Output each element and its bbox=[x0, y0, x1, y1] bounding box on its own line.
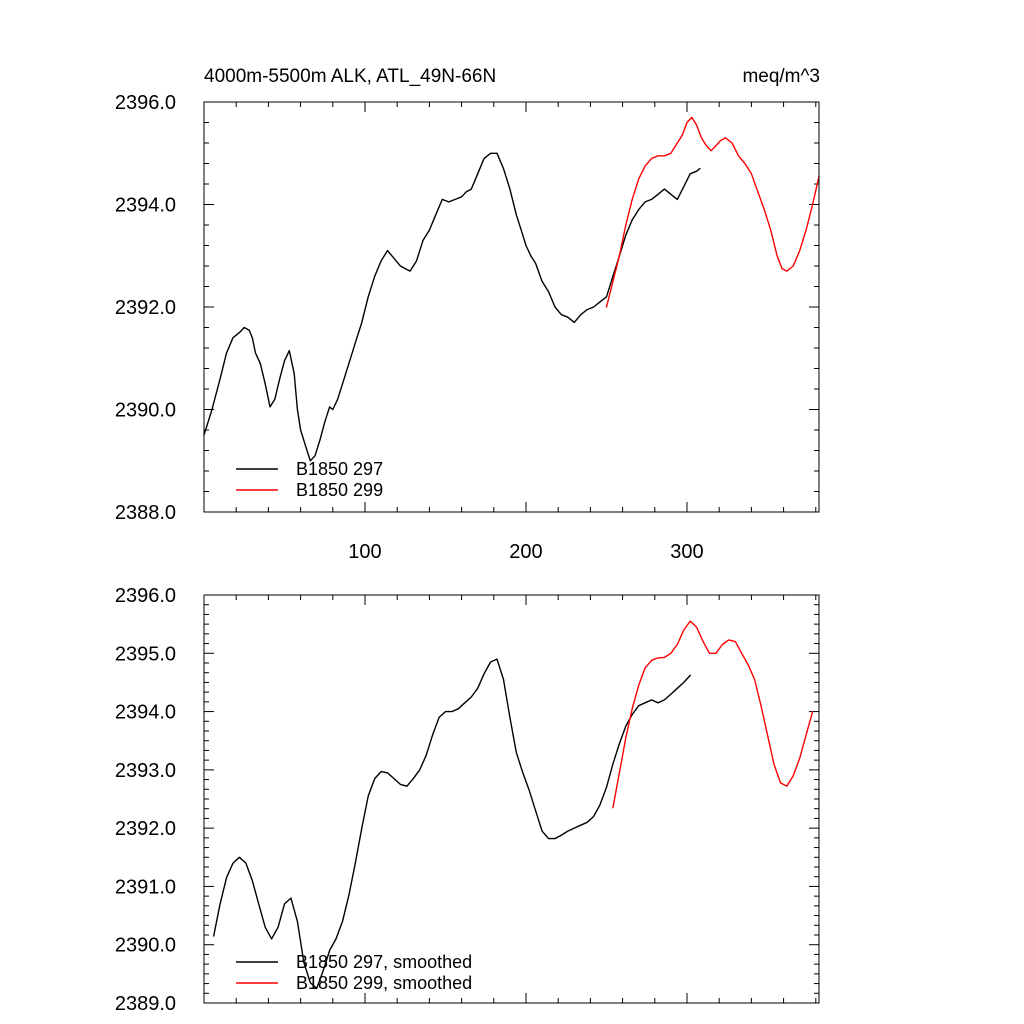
bottom-ytick-label: 2392.0 bbox=[115, 818, 176, 840]
top-xtick-label: 200 bbox=[509, 541, 542, 563]
top-tick-labels: 2388.0 2390.0 2392.0 2394.0 2396.0 100 200 300 bbox=[115, 92, 704, 563]
bottom-ticks bbox=[204, 594, 819, 1004]
bottom-series-layer bbox=[212, 620, 814, 990]
top-ytick-label: 2396.0 bbox=[115, 92, 176, 114]
top-plot-frame bbox=[203, 101, 820, 513]
top-legend-label: B1850 299 bbox=[296, 480, 383, 500]
bottom-ytick-label: 2391.0 bbox=[115, 876, 176, 898]
top-ytick-label: 2392.0 bbox=[115, 297, 176, 319]
top-ytick-label: 2390.0 bbox=[115, 400, 176, 422]
top-ytick-label: 2394.0 bbox=[115, 195, 176, 217]
bottom-tick-labels: 2389.0 2390.0 2391.0 2392.0 2393.0 2394.0 2395… bbox=[115, 585, 176, 1015]
top-chart-units: meq/m^3 bbox=[742, 66, 820, 87]
bottom-legend-label: B1850 297, smoothed bbox=[296, 952, 472, 972]
bottom-series-1-line bbox=[612, 620, 814, 809]
bottom-ytick-label: 2396.0 bbox=[115, 585, 176, 607]
bottom-legend-label: B1850 299, smoothed bbox=[296, 973, 472, 993]
bottom-ytick-label: 2393.0 bbox=[115, 760, 176, 782]
bottom-ytick-label: 2389.0 bbox=[115, 993, 176, 1015]
bottom-ytick-label: 2394.0 bbox=[115, 702, 176, 724]
top-ticks bbox=[204, 101, 819, 513]
bottom-series-0-line bbox=[212, 658, 691, 990]
top-series-1-line bbox=[605, 116, 820, 308]
top-xtick-label: 100 bbox=[348, 541, 381, 563]
bottom-ytick-label: 2395.0 bbox=[115, 643, 176, 665]
top-legend-label: B1850 297 bbox=[296, 459, 383, 479]
top-ytick-label: 2388.0 bbox=[115, 502, 176, 524]
bottom-plot-frame bbox=[203, 594, 820, 1004]
top-xtick-label: 300 bbox=[670, 541, 703, 563]
top-series-layer bbox=[203, 116, 820, 462]
top-chart-title: 4000m-5500m ALK, ATL_49N-66N bbox=[204, 66, 496, 87]
top-panel: 4000m-5500m ALK, ATL_49N-66N meq/m^3 238… bbox=[115, 66, 820, 563]
bottom-panel: 2389.0 2390.0 2391.0 2392.0 2393.0 2394.0 2395… bbox=[115, 585, 820, 1015]
bottom-ytick-label: 2390.0 bbox=[115, 935, 176, 957]
top-series-0-line bbox=[203, 152, 701, 462]
